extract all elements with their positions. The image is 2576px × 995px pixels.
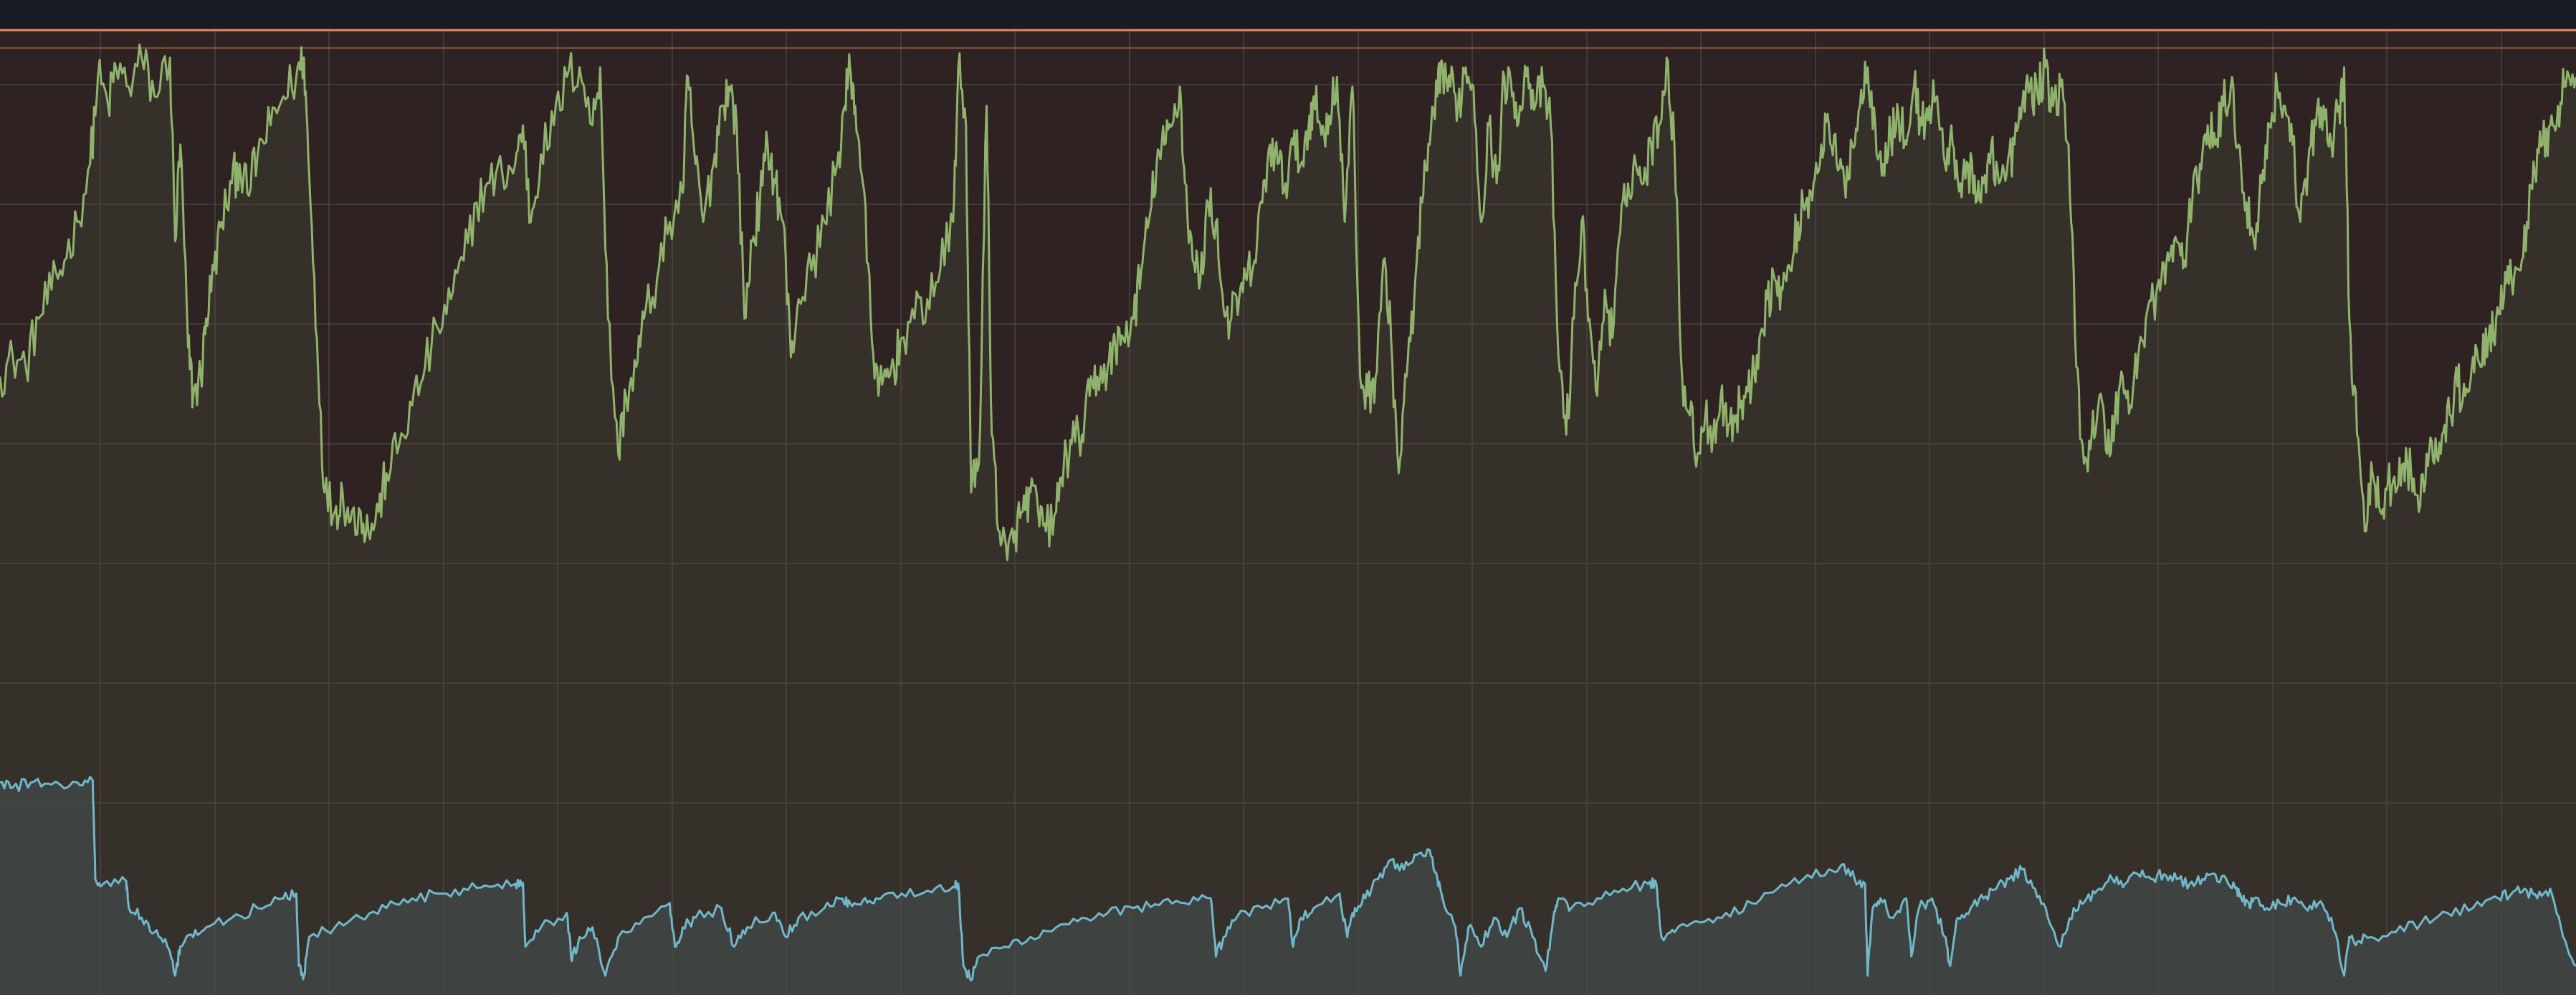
top-bar <box>0 0 2576 29</box>
upper-series-area <box>0 44 2576 995</box>
grid <box>0 29 2576 995</box>
lower-series-area <box>0 776 2576 995</box>
lower-series-line <box>0 776 2576 982</box>
upper-series-line <box>0 43 2576 561</box>
